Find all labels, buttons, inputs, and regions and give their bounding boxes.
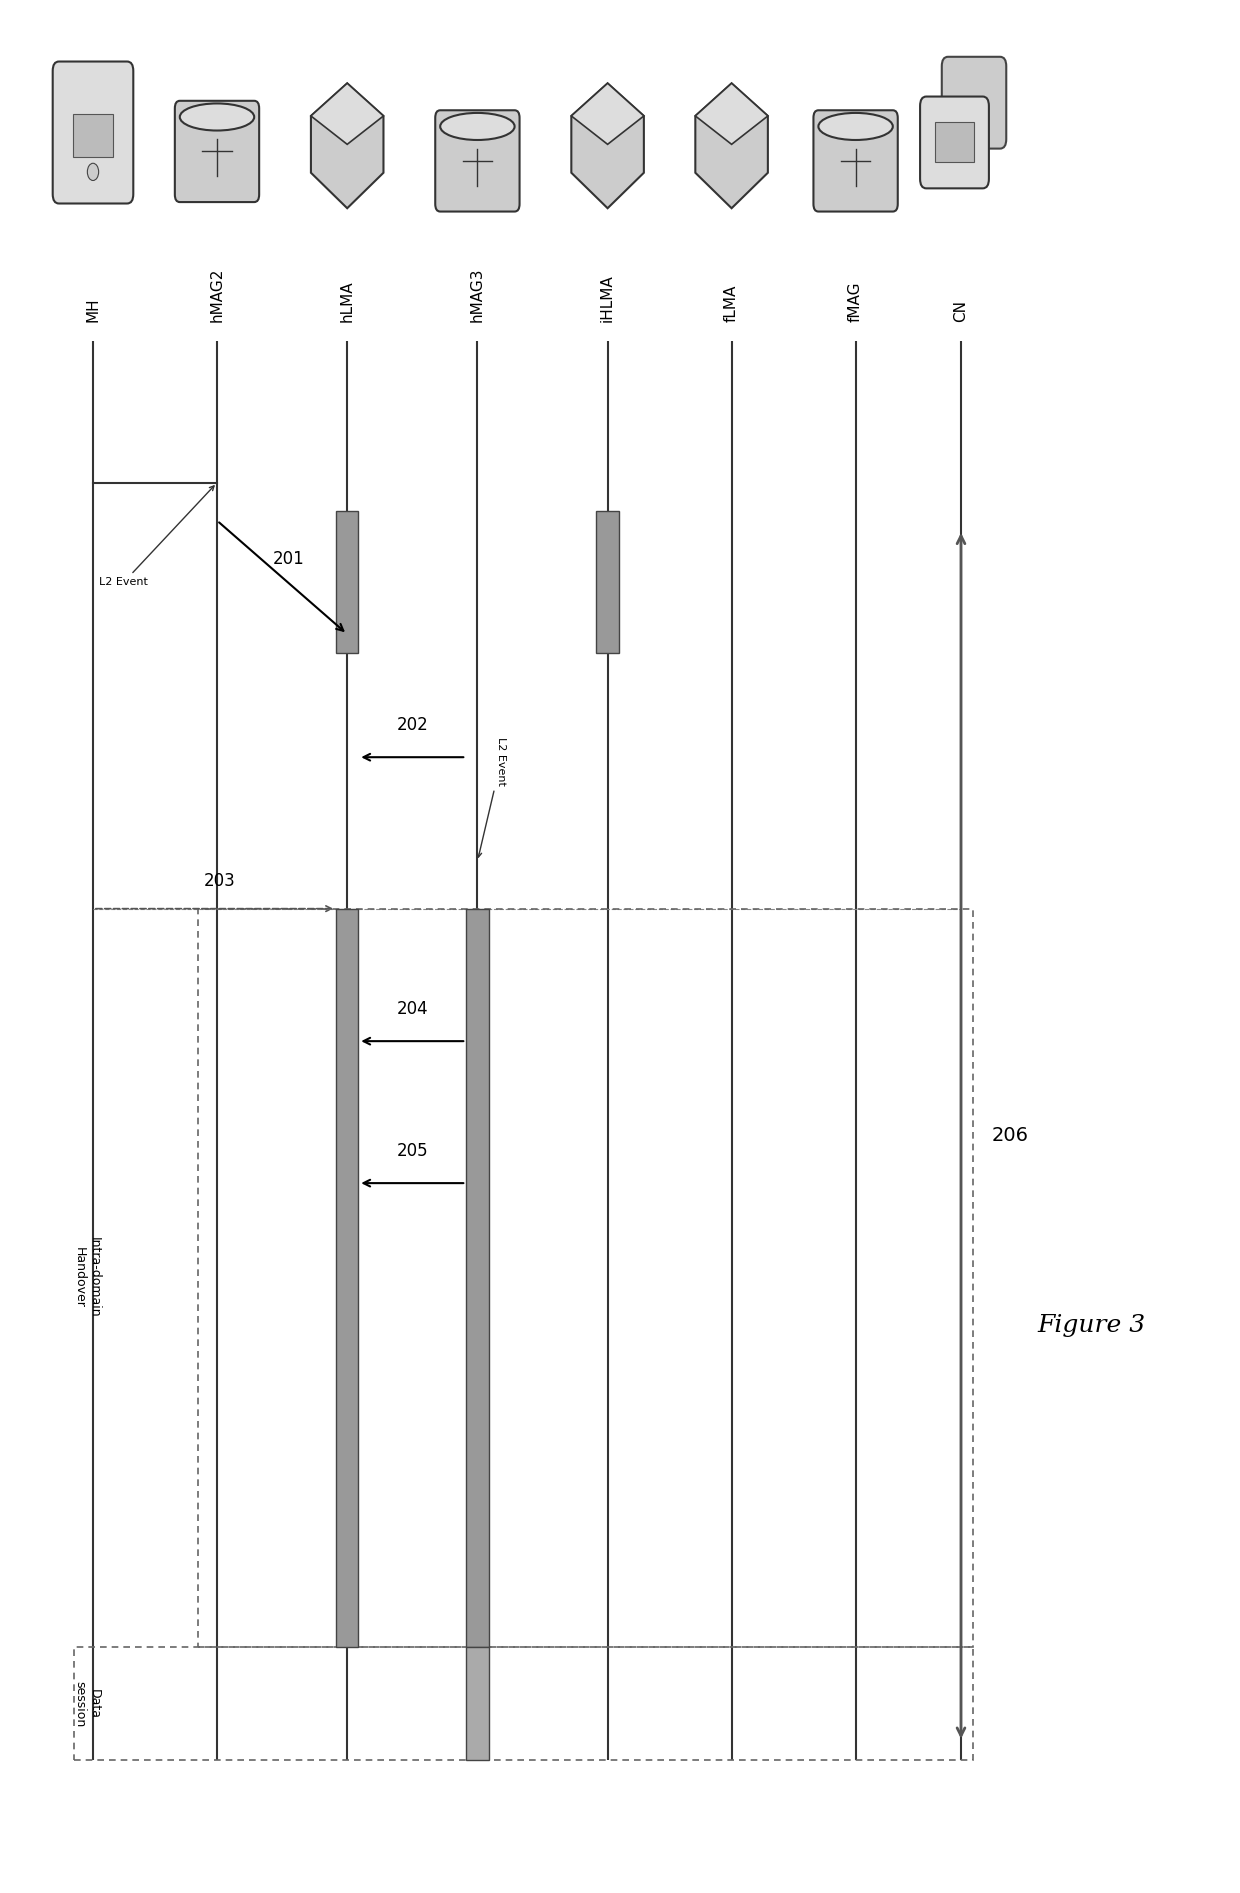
Text: L2 Event: L2 Event — [477, 736, 506, 858]
Polygon shape — [572, 83, 644, 144]
FancyBboxPatch shape — [920, 97, 990, 187]
Text: L2 Event: L2 Event — [99, 487, 215, 587]
Text: fMAG: fMAG — [848, 282, 863, 322]
Text: MH: MH — [86, 297, 100, 322]
Ellipse shape — [818, 114, 893, 140]
Text: hLMA: hLMA — [340, 280, 355, 322]
FancyBboxPatch shape — [935, 121, 975, 161]
Text: 201: 201 — [273, 549, 304, 568]
FancyBboxPatch shape — [72, 114, 114, 157]
Text: 206: 206 — [992, 1126, 1029, 1145]
Text: fLMA: fLMA — [724, 284, 739, 322]
Polygon shape — [311, 83, 383, 144]
FancyBboxPatch shape — [942, 57, 1007, 150]
Text: 203: 203 — [205, 871, 236, 890]
Text: Figure 3: Figure 3 — [1037, 1314, 1146, 1336]
Bar — [596, 511, 619, 653]
Circle shape — [87, 163, 99, 180]
Bar — [336, 511, 358, 653]
Polygon shape — [696, 83, 768, 208]
FancyBboxPatch shape — [52, 61, 134, 203]
Polygon shape — [311, 83, 383, 208]
Ellipse shape — [180, 104, 254, 131]
Bar — [466, 909, 489, 1647]
Bar — [336, 909, 358, 1647]
Polygon shape — [572, 83, 644, 208]
Bar — [74, 1647, 973, 1760]
FancyBboxPatch shape — [813, 110, 898, 212]
FancyBboxPatch shape — [175, 100, 259, 203]
Text: Intra-domain
Handover: Intra-domain Handover — [73, 1238, 100, 1318]
Bar — [466, 1647, 489, 1760]
FancyBboxPatch shape — [435, 110, 520, 212]
Bar — [198, 909, 973, 1647]
Text: 204: 204 — [397, 1000, 428, 1018]
Text: hMAG2: hMAG2 — [210, 267, 224, 322]
Text: 202: 202 — [397, 716, 428, 734]
Ellipse shape — [440, 114, 515, 140]
Text: iHLMA: iHLMA — [600, 274, 615, 322]
Polygon shape — [696, 83, 768, 144]
Text: hMAG3: hMAG3 — [470, 267, 485, 322]
Text: CN: CN — [954, 299, 968, 322]
Text: Data
session: Data session — [73, 1681, 100, 1726]
Text: 205: 205 — [397, 1141, 428, 1160]
